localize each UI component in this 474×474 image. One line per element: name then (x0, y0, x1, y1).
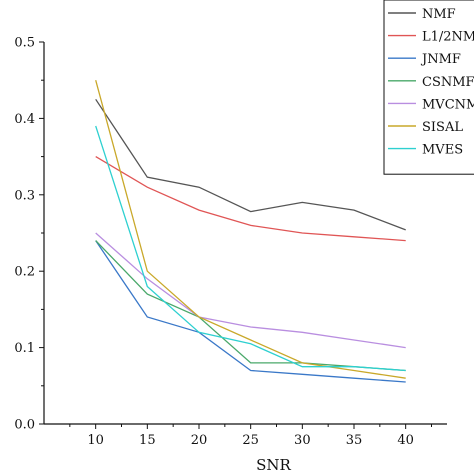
y-tick-label: 0.4 (14, 112, 35, 127)
series-line-nmf (95, 98, 406, 231)
x-tick-label: 30 (294, 433, 311, 448)
series-line-jnmf (95, 240, 406, 383)
series-line-mves (95, 125, 406, 372)
series-line-sisal (95, 80, 406, 379)
x-tick-label: 25 (242, 433, 259, 448)
series-line-csnmf (95, 240, 406, 372)
legend-label: SISAL (422, 120, 463, 135)
x-tick-label: 40 (397, 433, 414, 448)
y-tick-label: 0.5 (14, 36, 35, 51)
legend-label: MVES (422, 143, 463, 158)
y-tick-label: 0.3 (14, 188, 35, 203)
y-tick-label: 0.1 (14, 341, 35, 356)
series-lines (95, 80, 406, 383)
x-tick-label: 35 (346, 433, 363, 448)
legend-label: JNMF (420, 52, 461, 67)
axes: 0.0 0.1 0.2 0.3 0.4 0.5 10 15 20 25 30 35 40 (14, 36, 447, 448)
legend-box (383, 0, 474, 175)
legend-label: NMF (422, 7, 456, 22)
y-tick-label: 0.2 (14, 265, 35, 280)
series-line-l1-2nmf (95, 156, 406, 242)
legend: NMF L1/2NMF JNMF CSNMF MVCNMF SISAL MVES (383, 0, 474, 175)
x-tick-label: 15 (139, 433, 156, 448)
legend-label: MVCNMF (422, 97, 474, 112)
y-tick-label: 0.0 (14, 418, 35, 433)
x-tick-label: 20 (191, 433, 208, 448)
x-tick-label: 10 (87, 433, 104, 448)
x-axis-title: SNR (256, 456, 291, 474)
series-line-mvcnmf (95, 232, 406, 349)
legend-label: CSNMF (422, 75, 474, 90)
legend-label: L1/2NMF (422, 30, 474, 45)
